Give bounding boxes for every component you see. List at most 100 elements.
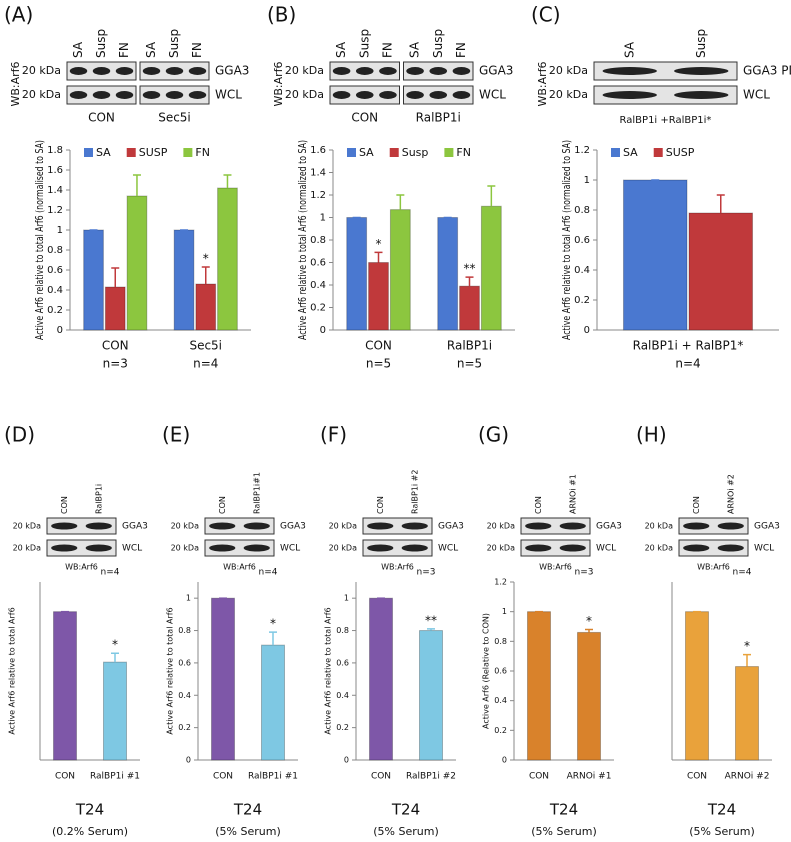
blot-band (355, 67, 374, 75)
blot-band (429, 91, 448, 99)
y-tick-label: 1.2 (47, 205, 63, 216)
panel-label: (A) (4, 3, 33, 27)
y-tick-label: 0.8 (574, 205, 590, 216)
antibody-label: WB:Arf6 (223, 563, 256, 572)
blot-strip (520, 517, 591, 535)
antibody-label: WB:Arf6 (272, 61, 285, 106)
lane-label: FN (380, 42, 394, 58)
panel-label: (B) (267, 3, 296, 27)
panel-label: (G) (478, 423, 509, 447)
footer-label: (0.2% Serum) (52, 825, 128, 838)
kda-marker: 20 kDa (13, 522, 42, 531)
y-tick-label: 0.8 (47, 245, 63, 256)
y-tick-label: 0.2 (310, 303, 326, 314)
n-note: n=4 (101, 568, 120, 578)
error-bar (427, 628, 435, 631)
x-tick-label: RalBP1i (447, 339, 492, 353)
error-bar (111, 267, 120, 287)
kda-marker: 20 kDa (645, 522, 674, 531)
blot-strip (46, 517, 117, 535)
kda-marker: 20 kDa (13, 544, 42, 553)
group-label: CON (88, 111, 115, 125)
blot-band (559, 522, 586, 530)
y-tick-label: 1 (502, 607, 507, 616)
x-tick-label: RalBP1i #1 (90, 772, 140, 782)
bar (527, 611, 551, 761)
y-tick-label: 0.2 (336, 723, 349, 732)
group-label: RalBP1i (416, 111, 461, 125)
y-axis-label: Active Arf6 relative to total Arf6 (norm… (33, 140, 46, 340)
bar (346, 217, 368, 331)
legend-swatch (444, 148, 454, 157)
lane-label: Susp (357, 29, 371, 58)
blot-row-label: GGA3 (215, 64, 249, 78)
error-bar (585, 628, 593, 633)
blot-band (92, 67, 111, 75)
antibody-label: WB:Arf6 (536, 61, 549, 106)
panel-label: (F) (320, 423, 347, 447)
y-tick-label: 0 (186, 756, 191, 765)
lane-label: Susp (94, 29, 108, 58)
kda-marker: 20 kDa (171, 522, 200, 531)
error-bar (374, 251, 383, 263)
x-tick-label: CON (102, 339, 129, 353)
blot-band (379, 67, 397, 75)
lane-label: FN (117, 42, 131, 58)
blot-band (406, 91, 424, 99)
bar (103, 661, 127, 761)
y-axis-label: Active Arf6 relative to total Arf6 (324, 607, 333, 734)
n-note: n=3 (575, 568, 594, 578)
blot-row-label: WCL (438, 544, 458, 554)
n-note: n=3 (417, 568, 436, 578)
kda-marker: 20 kDa (549, 88, 588, 101)
lane-label: Susp (431, 29, 445, 58)
blot-band (717, 522, 744, 530)
blot-row-label: GGA3 (280, 522, 306, 532)
panel-label: (H) (636, 423, 667, 447)
error-bar (396, 194, 405, 210)
lane-label: CON (218, 496, 227, 514)
lane-label: SA (144, 41, 158, 58)
significance: ** (425, 613, 437, 627)
y-tick-label: 0.8 (178, 626, 191, 635)
panel-label: (D) (4, 423, 35, 447)
kda-marker: 20 kDa (487, 544, 516, 553)
error-bar (743, 653, 751, 667)
blot-band (355, 91, 374, 99)
y-tick-label: 0.2 (494, 726, 507, 735)
y-axis-label: Active Arf6 relative to total Arf6 (norm… (560, 140, 573, 340)
y-axis-label: Active Arf6 relative to total Arf6 (norm… (296, 140, 309, 340)
bar (688, 212, 754, 331)
y-tick-label: 0.4 (178, 691, 191, 700)
bar (437, 217, 459, 331)
error-bar (132, 174, 141, 196)
y-tick-label: 0 (584, 325, 590, 336)
bar (577, 631, 601, 761)
x-tick-label: CON (687, 772, 707, 782)
kda-marker: 20 kDa (329, 522, 358, 531)
blot-band (165, 91, 184, 99)
y-tick-label: 1 (320, 213, 326, 224)
legend-swatch (84, 148, 93, 157)
footer-label: T24 (549, 801, 578, 819)
category-note: n=4 (193, 357, 218, 371)
legend-swatch (611, 148, 620, 157)
error-bar (201, 266, 210, 284)
y-tick-label: 0.4 (574, 265, 590, 276)
x-tick-label: CON (529, 772, 549, 782)
significance: * (203, 252, 209, 266)
panel-label: (E) (162, 423, 190, 447)
category-note: n=4 (675, 357, 700, 371)
significance: * (112, 638, 118, 652)
y-tick-label: 0.4 (47, 285, 63, 296)
y-tick-label: 0.2 (574, 295, 590, 306)
bar (53, 611, 77, 761)
y-tick-label: 1.4 (47, 185, 63, 196)
blot-band (69, 91, 88, 99)
blot-band (85, 522, 112, 530)
legend-swatch (183, 148, 193, 157)
y-tick-label: 0.8 (336, 626, 349, 635)
blot-band (429, 67, 448, 75)
x-tick-label: CON (213, 772, 233, 782)
y-tick-label: 1.2 (310, 190, 326, 201)
